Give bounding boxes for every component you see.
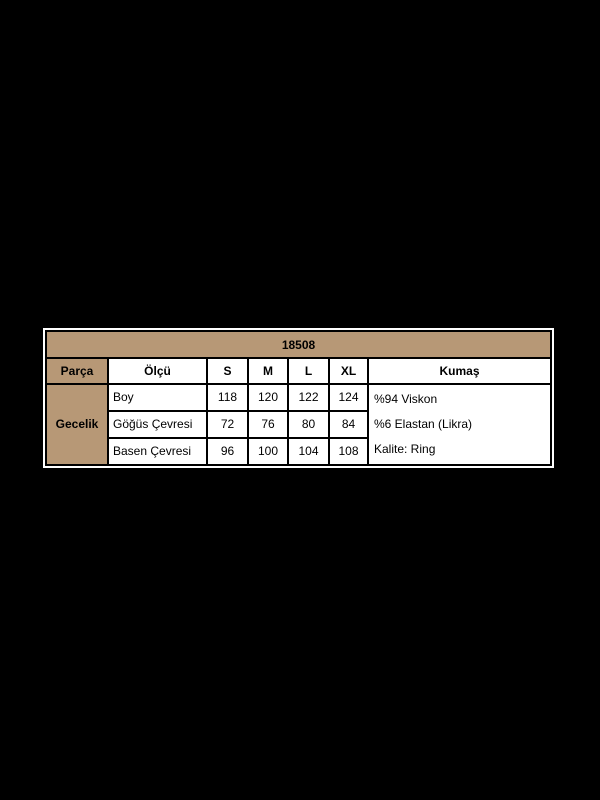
col-header-measure: Ölçü [107,357,208,385]
table-row: Gecelik Boy 118 120 122 124 %94 Viskon %… [45,382,552,467]
size-value-cell: 72 [206,409,249,439]
size-value-cell: 108 [328,436,369,467]
size-value-cell: 76 [247,409,289,439]
product-code-row: 18508 [45,329,552,360]
size-value-cell: 124 [328,382,369,412]
measure-name-cell: Basen Çevresi [107,436,208,467]
size-value-cell: 84 [328,409,369,439]
col-header-size-s: S [206,357,249,385]
fabric-line: %6 Elastan (Likra) [374,416,473,431]
size-value-cell: 104 [287,436,330,467]
product-code-cell: 18508 [45,329,552,360]
header-row: Parça Ölçü S M L XL Kumaş [45,357,552,385]
size-value-cell: 118 [206,382,249,412]
col-header-size-l: L [287,357,330,385]
measure-name-cell: Boy [107,382,208,412]
table-row: Göğüs Çevresi 72 76 80 84 [46,409,551,439]
size-value-cell: 100 [247,436,289,467]
col-header-size-m: M [247,357,289,385]
part-name-cell: Gecelik [45,382,109,467]
size-value-cell: 80 [287,409,330,439]
fabric-line: Kalite: Ring [374,441,436,456]
fabric-line: %94 Viskon [374,391,438,406]
size-value-cell: 120 [247,382,289,412]
size-chart-table: 18508 Parça Ölçü S M L XL Kumaş Gecelik … [45,329,552,467]
size-chart: 18508 Parça Ölçü S M L XL Kumaş Gecelik … [43,328,554,468]
fabric-info-cell: %94 Viskon %6 Elastan (Likra) Kalite: Ri… [367,382,552,467]
size-value-cell: 122 [287,382,330,412]
table-row: Basen Çevresi 96 100 104 108 [46,436,551,467]
col-header-part: Parça [45,357,109,385]
measure-name-cell: Göğüs Çevresi [107,409,208,439]
col-header-size-xl: XL [328,357,369,385]
size-value-cell: 96 [206,436,249,467]
col-header-fabric: Kumaş [367,357,552,385]
